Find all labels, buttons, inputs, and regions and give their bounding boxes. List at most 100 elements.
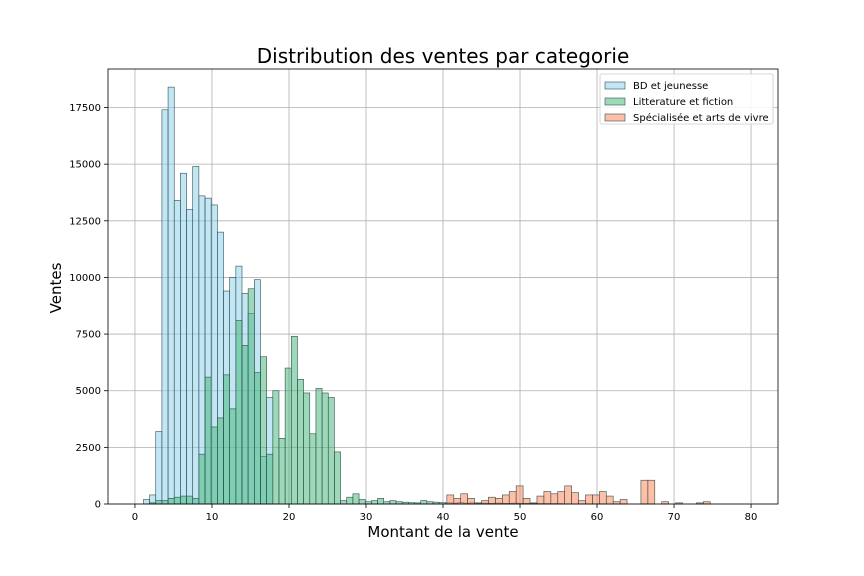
histogram-bar <box>536 495 545 505</box>
histogram-bar <box>571 492 579 505</box>
histogram-bar <box>223 374 230 505</box>
histogram-bar <box>605 495 614 505</box>
histogram-bar <box>186 495 194 505</box>
legend-swatch <box>604 97 626 106</box>
legend-swatch <box>604 81 626 90</box>
x-tick-label: 10 <box>206 512 219 523</box>
histogram-bar <box>481 500 489 505</box>
histogram-bar <box>592 494 600 505</box>
histogram-bar <box>315 388 323 505</box>
histogram-bar <box>488 496 496 505</box>
histogram-bar <box>371 500 378 505</box>
histogram-bar <box>192 166 200 505</box>
legend-label: Litterature et fiction <box>633 97 733 108</box>
histogram-bar <box>204 376 212 505</box>
x-tick-label: 60 <box>591 512 604 523</box>
histogram-bar <box>272 390 280 505</box>
series-2 <box>446 479 711 505</box>
histogram-bar <box>460 493 468 505</box>
histogram-bar <box>254 372 261 505</box>
x-tick-label: 0 <box>132 512 138 523</box>
y-tick-label: 7500 <box>76 330 101 341</box>
histogram-bar <box>495 498 503 505</box>
legend: BD et jeunesse Litterature et fiction Spéc… <box>599 73 774 125</box>
histogram-bar <box>309 433 317 505</box>
y-tick-label: 2500 <box>76 443 101 454</box>
histogram-bar <box>167 498 175 505</box>
axis-ticks: 0 10 20 30 40 50 60 70 80 0 2500 5000 7500 10000 12500… <box>69 103 757 523</box>
histogram-bar <box>278 437 286 505</box>
histogram-bar <box>453 498 462 505</box>
histogram-bar <box>180 172 187 505</box>
histogram-bar <box>640 479 649 505</box>
histogram-bar <box>358 499 366 505</box>
histogram-bar <box>247 288 255 505</box>
histogram-bar <box>346 496 354 505</box>
histogram-bar <box>210 426 218 505</box>
histogram-bar <box>173 496 181 505</box>
histogram-bar <box>501 494 510 505</box>
legend-box <box>599 73 774 125</box>
histogram-bar <box>266 453 274 505</box>
legend-label: BD et jeunesse <box>633 81 708 92</box>
histogram-bar <box>284 367 292 505</box>
histogram-bar <box>173 200 181 505</box>
x-axis-label: Montant de la vente <box>367 523 518 541</box>
histogram-bar <box>229 408 237 505</box>
histogram-bar <box>235 320 243 505</box>
histogram-bar <box>321 392 329 505</box>
histogram-bar <box>508 491 517 505</box>
histogram-bar <box>467 498 475 505</box>
histogram-bar <box>155 431 163 505</box>
histogram-bar <box>155 500 163 505</box>
y-tick-label: 17500 <box>69 103 101 114</box>
y-tick-label: 15000 <box>69 160 101 171</box>
histogram-bar <box>340 500 348 505</box>
histogram-bars <box>143 86 711 505</box>
y-tick-label: 5000 <box>76 386 101 397</box>
histogram-bar <box>303 392 311 505</box>
histogram-bar <box>290 336 298 505</box>
histogram-bar <box>515 485 524 505</box>
histogram-bar <box>327 397 335 505</box>
histogram-bar <box>143 499 150 505</box>
histogram-bar <box>297 379 304 505</box>
histogram-bar <box>192 498 200 505</box>
histogram-bar <box>522 498 531 505</box>
histogram-bar <box>161 109 169 505</box>
histogram-bar <box>647 479 656 505</box>
histogram-bar <box>334 451 341 505</box>
histogram-bar <box>180 495 187 505</box>
x-tick-label: 50 <box>514 512 527 523</box>
histogram-bar <box>377 498 385 505</box>
histogram-bar <box>167 86 175 505</box>
histogram-bar <box>578 500 586 505</box>
histogram-bar <box>161 500 169 505</box>
histogram-bar <box>557 491 565 505</box>
histogram-bar <box>241 345 249 505</box>
chart-title: Distribution des ventes par categorie <box>257 44 630 68</box>
x-tick-label: 70 <box>668 512 681 523</box>
histogram-bar <box>198 453 206 505</box>
x-tick-label: 20 <box>283 512 296 523</box>
histogram-bar <box>260 356 267 505</box>
y-tick-label: 10000 <box>69 273 101 284</box>
histogram-bar <box>420 500 428 505</box>
histogram-bar <box>599 491 607 505</box>
histogram-bar <box>186 209 194 505</box>
legend-swatch <box>604 113 626 122</box>
histogram-bar <box>352 493 360 505</box>
legend-label: Spécialisée et arts de vivre <box>633 112 769 124</box>
histogram-bar <box>446 494 455 505</box>
histogram-bar <box>619 499 628 505</box>
x-tick-label: 30 <box>360 512 373 523</box>
histogram-bar <box>217 417 224 505</box>
histogram-bar <box>543 491 552 505</box>
histogram-bar <box>564 485 572 505</box>
histogram-bar <box>389 500 397 505</box>
x-tick-label: 40 <box>437 512 450 523</box>
histogram-bar <box>585 494 593 505</box>
x-tick-label: 80 <box>745 512 758 523</box>
y-tick-label: 12500 <box>69 216 101 227</box>
